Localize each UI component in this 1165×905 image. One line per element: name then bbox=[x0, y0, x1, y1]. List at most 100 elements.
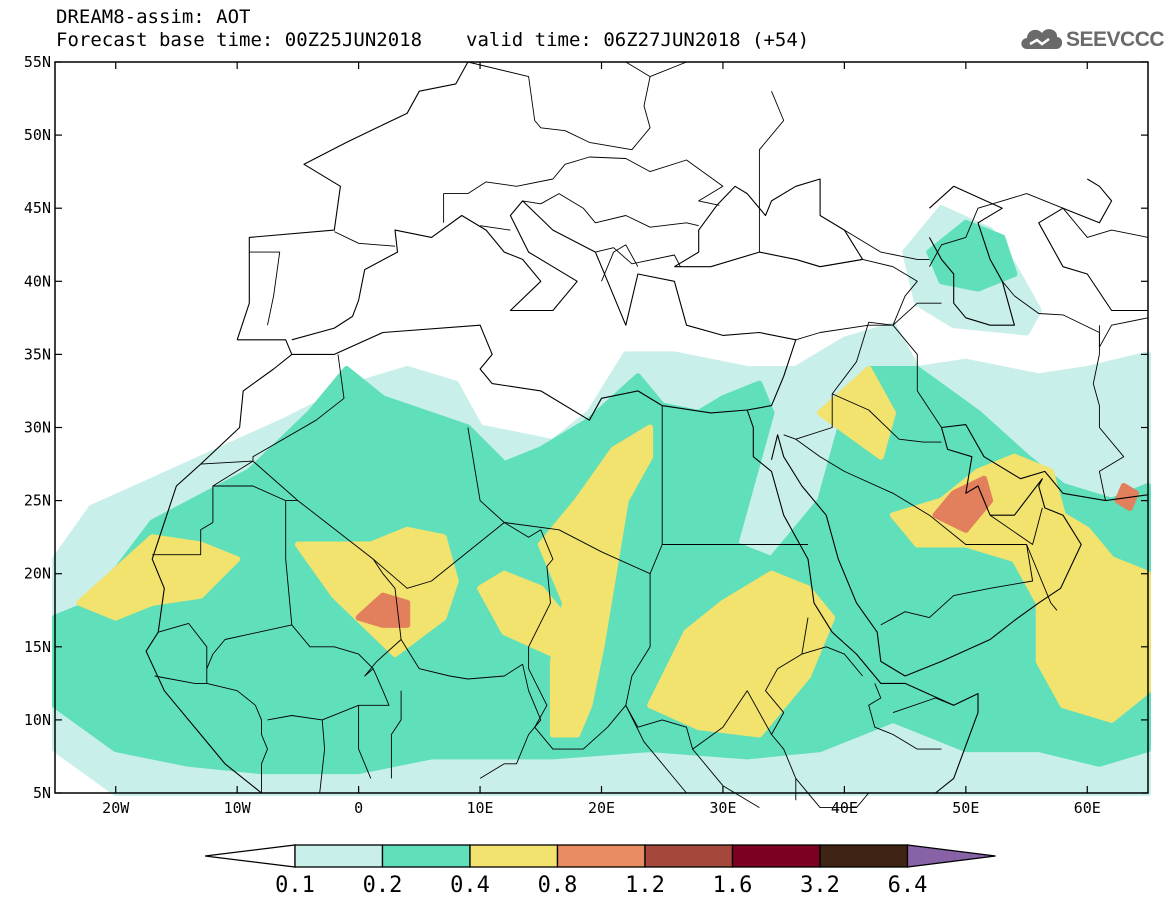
colorbar-swatches bbox=[205, 844, 996, 868]
colorbar-labels: 0.1 0.2 0.4 0.8 1.2 1.6 3.2 6.4 bbox=[275, 873, 927, 898]
lon-tick-label: 20E bbox=[588, 799, 615, 817]
lon-tick-label: 50E bbox=[952, 799, 979, 817]
lon-tick-label: 60E bbox=[1074, 799, 1101, 817]
lat-tick-label: 30N bbox=[24, 419, 51, 437]
country-border bbox=[358, 705, 372, 779]
colorbar-left-arrow bbox=[205, 844, 296, 868]
country-border bbox=[625, 617, 809, 750]
country-border bbox=[801, 646, 863, 677]
lat-tick-label: 50N bbox=[24, 126, 51, 144]
colorbar-label: 1.6 bbox=[713, 873, 753, 898]
valid-time: valid time: 06Z27JUN2018 (+54) bbox=[466, 29, 810, 51]
coastline bbox=[746, 409, 979, 794]
colorbar-swatch bbox=[469, 844, 559, 868]
coastline-layer bbox=[145, 61, 1149, 794]
country-border bbox=[1001, 281, 1149, 348]
country-border bbox=[649, 61, 687, 78]
country-border bbox=[758, 91, 785, 253]
country-border bbox=[504, 522, 651, 575]
aot-region-level-3 bbox=[647, 570, 836, 738]
country-border bbox=[480, 225, 511, 231]
country-border bbox=[844, 229, 930, 260]
country-border bbox=[206, 500, 293, 669]
aot-region-level-3 bbox=[294, 526, 459, 658]
lat-tick-label: 45N bbox=[24, 199, 51, 217]
coastline bbox=[1038, 178, 1148, 312]
lat-tick-label: 5N bbox=[33, 784, 51, 802]
coastline bbox=[770, 424, 1149, 677]
country-border bbox=[892, 302, 942, 326]
country-border bbox=[832, 393, 942, 443]
coastline bbox=[145, 353, 293, 794]
aot-region-level-4 bbox=[1114, 483, 1139, 511]
colorbar-swatch bbox=[731, 844, 821, 868]
seevccc-logo: SEEVCCC bbox=[1018, 22, 1165, 58]
colorbar-label: 0.4 bbox=[450, 873, 490, 898]
country-borders-layer bbox=[152, 61, 1149, 809]
country-border bbox=[390, 690, 402, 779]
country-border bbox=[989, 507, 1043, 545]
country-border bbox=[200, 354, 345, 465]
colorbar-swatch bbox=[644, 844, 734, 868]
country-border bbox=[1026, 544, 1058, 611]
country-border bbox=[692, 748, 760, 808]
country-border bbox=[443, 156, 724, 223]
lat-tick-label: 15N bbox=[24, 638, 51, 656]
lat-tick-label: 35N bbox=[24, 345, 51, 363]
country-border bbox=[625, 705, 687, 794]
colorbar-label: 0.1 bbox=[275, 873, 315, 898]
country-border bbox=[528, 529, 651, 750]
aot-region-level-3 bbox=[537, 424, 654, 738]
aot-region-level-4 bbox=[355, 592, 411, 628]
map-title: DREAM8-assim: AOT bbox=[56, 6, 251, 28]
coastline bbox=[237, 200, 797, 421]
country-border bbox=[252, 460, 542, 589]
lat-tick-label: 40N bbox=[24, 272, 51, 290]
aot-region-level-2 bbox=[926, 219, 1018, 292]
colorbar-label: 0.2 bbox=[363, 873, 403, 898]
country-border bbox=[212, 485, 298, 502]
axis-ticks: 55N 50N 45N 40N 35N 30N 25N 20N 15N 10N 5N 20W 10W 0 1… bbox=[24, 53, 1148, 817]
aot-region-level-3 bbox=[817, 366, 896, 460]
coastline bbox=[928, 185, 1015, 326]
country-border bbox=[400, 639, 542, 779]
country-border bbox=[154, 622, 208, 684]
lon-tick-label: 0 bbox=[354, 799, 363, 817]
aot-region-level-3 bbox=[76, 534, 241, 621]
coastline bbox=[236, 61, 469, 340]
colorbar-label: 3.2 bbox=[800, 873, 840, 898]
country-border bbox=[152, 460, 254, 556]
country-border bbox=[267, 624, 390, 721]
aot-colorbar: 0.1 0.2 0.4 0.8 1.2 1.6 3.2 6.4 bbox=[205, 844, 996, 898]
header-times: Forecast base time: 00Z25JUN2018 valid ti… bbox=[56, 29, 809, 51]
lat-tick-label: 25N bbox=[24, 492, 51, 510]
country-border bbox=[319, 719, 326, 794]
aot-map: 55N 50N 45N 40N 35N 30N 25N 20N 15N 10N 5N 20W 10W 0 1… bbox=[24, 53, 1151, 817]
country-border bbox=[795, 438, 1034, 626]
country-border bbox=[334, 231, 396, 247]
lon-tick-label: 20W bbox=[102, 799, 130, 817]
country-border bbox=[868, 683, 942, 750]
colorbar-swatch bbox=[819, 844, 909, 868]
aot-region-level-4 bbox=[932, 475, 994, 533]
colorbar-swatch bbox=[294, 844, 384, 868]
country-border bbox=[1092, 325, 1125, 501]
colorbar-label: 6.4 bbox=[888, 873, 928, 898]
country-border bbox=[892, 324, 942, 428]
colorbar-swatch bbox=[556, 844, 646, 868]
colorbar-label: 0.8 bbox=[538, 873, 578, 898]
country-border bbox=[892, 697, 954, 714]
country-border bbox=[595, 247, 681, 267]
colorbar-swatch bbox=[381, 844, 471, 868]
country-border bbox=[929, 193, 1149, 267]
country-border bbox=[771, 734, 797, 801]
lat-tick-label: 55N bbox=[24, 53, 51, 71]
lat-tick-label: 10N bbox=[24, 711, 51, 729]
lon-tick-label: 30E bbox=[709, 799, 736, 817]
country-border bbox=[795, 258, 918, 341]
cloud-icon bbox=[1021, 29, 1063, 49]
country-border bbox=[249, 251, 281, 326]
colorbar-label: 1.2 bbox=[625, 873, 665, 898]
country-border bbox=[467, 61, 651, 151]
map-area: 55N 50N 45N 40N 35N 30N 25N 20N 15N 10N 5N 20W 10W 0 1… bbox=[24, 53, 1151, 817]
